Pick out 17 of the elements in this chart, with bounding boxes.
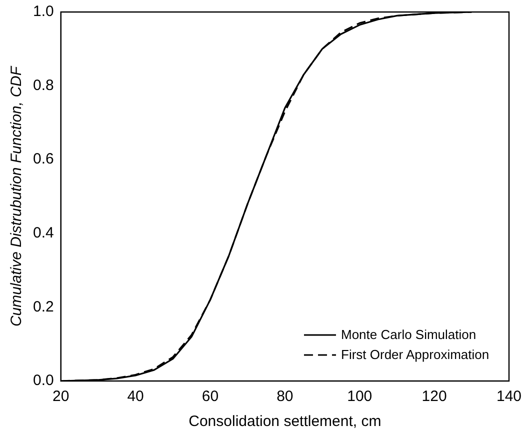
- x-tick-label: 120: [422, 388, 447, 406]
- y-tick-label: 0.0: [32, 372, 54, 390]
- x-tick-label: 60: [202, 388, 219, 406]
- legend-label: Monte Carlo Simulation: [341, 327, 476, 342]
- y-tick-label: 0.4: [32, 224, 54, 242]
- x-tick-label: 80: [276, 388, 294, 406]
- x-axis-title: Consolidation settlement, cm: [188, 413, 382, 430]
- legend-label: First Order Approximation: [341, 347, 490, 362]
- x-tick-label: 100: [347, 388, 372, 406]
- x-tick-label: 20: [52, 388, 70, 406]
- y-tick-label: 1.0: [32, 3, 54, 20]
- y-tick-label: 0.2: [32, 298, 54, 316]
- y-tick-label: 0.6: [32, 150, 54, 168]
- x-tick-label: 140: [496, 388, 522, 406]
- y-tick-label: 0.8: [32, 76, 54, 94]
- y-axis-title: Cumulative Distrubution Function, CDF: [8, 66, 26, 327]
- x-tick-label: 40: [127, 388, 144, 406]
